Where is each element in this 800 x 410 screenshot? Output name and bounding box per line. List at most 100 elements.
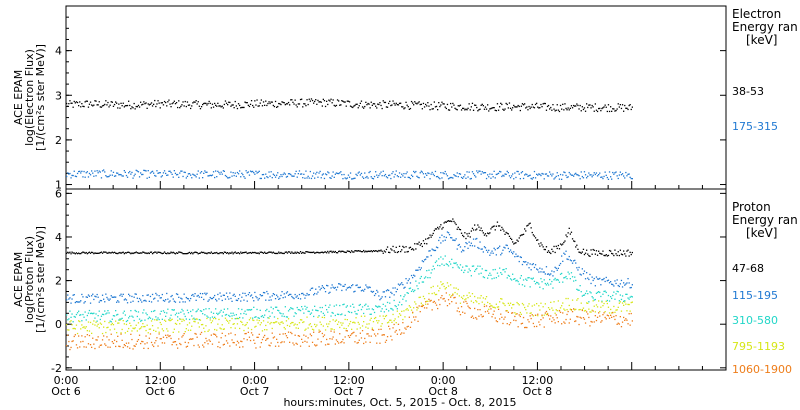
data-point — [179, 172, 181, 174]
data-point — [154, 342, 156, 344]
data-point — [220, 328, 222, 330]
data-point — [428, 269, 430, 271]
data-point — [81, 293, 83, 296]
data-point — [592, 174, 594, 176]
data-point — [565, 107, 567, 110]
data-point — [241, 321, 243, 323]
data-point — [530, 106, 532, 108]
data-point — [626, 282, 628, 284]
data-point — [496, 173, 499, 175]
data-point — [347, 100, 350, 102]
data-point — [265, 339, 267, 341]
data-point — [146, 294, 148, 296]
data-point — [352, 284, 354, 286]
data-point — [134, 293, 136, 295]
data-point — [534, 237, 537, 239]
data-point — [525, 261, 527, 263]
data-point — [131, 171, 133, 174]
data-point — [395, 102, 397, 104]
data-point — [413, 249, 415, 251]
data-point — [209, 102, 211, 104]
data-point — [576, 299, 578, 301]
data-point — [367, 102, 369, 105]
data-point — [92, 337, 94, 339]
data-point — [354, 341, 356, 343]
data-point — [447, 232, 450, 234]
data-point — [358, 250, 360, 252]
data-point — [84, 311, 86, 313]
data-point — [587, 313, 589, 315]
data-point — [608, 110, 611, 113]
data-point — [105, 100, 107, 102]
data-point — [188, 338, 191, 341]
data-point — [224, 317, 227, 319]
data-point — [591, 321, 593, 323]
data-point — [500, 229, 502, 231]
data-point — [472, 317, 475, 319]
data-point — [607, 104, 610, 106]
data-point — [168, 335, 170, 338]
data-point — [159, 313, 161, 315]
data-point — [630, 286, 632, 289]
data-point — [361, 306, 364, 308]
data-point — [402, 284, 404, 286]
data-point — [490, 252, 492, 254]
x-tick-label-date: Oct 6 — [146, 385, 176, 398]
data-point — [305, 251, 307, 253]
data-point — [160, 310, 162, 312]
data-point — [296, 343, 298, 345]
data-point — [334, 250, 336, 253]
data-point — [554, 266, 556, 268]
data-point — [455, 175, 457, 177]
data-point — [243, 329, 245, 332]
data-point — [363, 312, 365, 315]
data-point — [72, 321, 74, 323]
data-point — [373, 175, 376, 178]
data-point — [296, 324, 298, 326]
data-point — [331, 175, 333, 177]
data-point — [344, 314, 346, 316]
data-point — [144, 299, 146, 301]
data-point — [427, 237, 429, 240]
data-point — [380, 328, 382, 330]
data-point — [361, 251, 364, 253]
data-point — [191, 251, 193, 254]
data-point — [133, 328, 135, 330]
data-point — [368, 103, 370, 105]
data-point — [372, 329, 375, 331]
data-point — [428, 298, 430, 300]
data-point — [234, 327, 236, 329]
data-point — [87, 106, 90, 108]
data-point — [590, 282, 592, 285]
data-point — [166, 105, 168, 107]
data-point — [624, 284, 626, 286]
data-point — [174, 103, 177, 105]
data-point — [183, 313, 185, 315]
data-point — [499, 225, 501, 227]
data-point — [291, 295, 293, 298]
data-point — [290, 252, 292, 254]
data-point — [156, 170, 158, 172]
data-point — [400, 250, 402, 253]
data-point — [557, 175, 559, 177]
data-point — [482, 297, 484, 299]
data-point — [279, 333, 281, 335]
data-point — [126, 330, 129, 332]
data-point — [392, 171, 394, 173]
data-point — [156, 318, 158, 321]
data-point — [567, 297, 569, 300]
data-point — [503, 268, 505, 271]
data-point — [256, 319, 258, 321]
data-point — [356, 174, 358, 177]
data-point — [224, 298, 227, 300]
data-point — [72, 252, 74, 254]
data-point — [413, 170, 415, 173]
data-point — [155, 292, 157, 295]
data-point — [509, 249, 512, 251]
data-point — [121, 175, 123, 177]
data-point — [165, 252, 167, 254]
data-point — [173, 328, 175, 330]
data-point — [425, 301, 427, 303]
data-point — [223, 328, 225, 330]
data-point — [221, 105, 223, 107]
